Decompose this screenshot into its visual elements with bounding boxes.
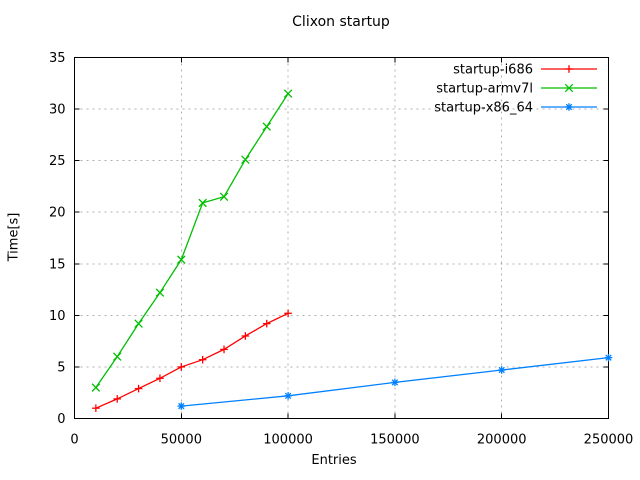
plus-marker bbox=[134, 384, 143, 393]
series-startup-x86_64 bbox=[177, 353, 613, 410]
legend: startup-i686 startup-armv7l startup-x86_64 bbox=[434, 63, 597, 116]
legend-entry-startup-i686: startup-i686 bbox=[453, 63, 597, 78]
y-tick-label: 0 bbox=[57, 412, 65, 427]
plot-border bbox=[74, 57, 609, 419]
plus-marker bbox=[262, 319, 271, 328]
y-tick-label: 20 bbox=[49, 206, 66, 221]
cross-marker bbox=[112, 352, 122, 361]
cross-marker bbox=[198, 198, 207, 208]
y-tick-label: 10 bbox=[49, 309, 66, 324]
plus-marker bbox=[565, 65, 573, 73]
plus-marker bbox=[92, 404, 100, 412]
gridlines bbox=[74, 57, 609, 419]
x-tick-label: 200000 bbox=[477, 433, 527, 448]
cross-marker bbox=[219, 192, 229, 202]
star-marker bbox=[391, 378, 399, 387]
plus-marker bbox=[113, 395, 122, 403]
x-tick-label: 50000 bbox=[161, 433, 202, 448]
legend-entry-startup-x86_64: startup-x86_64 bbox=[434, 101, 597, 116]
chart-title: Clixon startup bbox=[292, 14, 390, 30]
axes bbox=[74, 57, 609, 419]
cross-marker bbox=[262, 122, 271, 131]
y-tick-label: 5 bbox=[57, 360, 65, 375]
series-startup-i686 bbox=[92, 309, 292, 412]
star-marker bbox=[497, 366, 506, 374]
x-tick-label: 150000 bbox=[370, 433, 420, 448]
star-marker bbox=[284, 392, 292, 400]
cross-marker bbox=[177, 255, 186, 264]
cross-marker bbox=[155, 288, 165, 297]
cross-marker bbox=[241, 155, 250, 164]
x-tick-label: 100000 bbox=[263, 433, 313, 448]
y-tick-label: 30 bbox=[49, 103, 66, 118]
series-startup-armv7l bbox=[91, 89, 293, 392]
x-axis-label: Entries bbox=[311, 453, 357, 468]
y-tick-label: 15 bbox=[49, 257, 66, 272]
plus-marker bbox=[198, 355, 207, 364]
x-tick-label: 250000 bbox=[584, 433, 634, 448]
tick-labels: 0 50000 100000 150000 200000 250000 0 5 10 15 20 25… bbox=[49, 51, 633, 448]
y-tick-label: 25 bbox=[49, 154, 66, 169]
x-tick-label: 0 bbox=[70, 433, 78, 448]
plus-marker bbox=[241, 332, 250, 340]
series-line bbox=[95, 312, 289, 409]
legend-label: startup-armv7l bbox=[436, 82, 533, 97]
star-marker bbox=[604, 353, 613, 362]
plus-marker bbox=[220, 345, 228, 354]
legend-entry-startup-armv7l: startup-armv7l bbox=[436, 82, 597, 97]
plus-marker bbox=[284, 309, 292, 318]
star-marker bbox=[177, 402, 186, 410]
cross-marker bbox=[134, 319, 143, 328]
legend-label: startup-i686 bbox=[453, 63, 533, 78]
cross-marker bbox=[91, 383, 101, 392]
legend-label: startup-x86_64 bbox=[434, 101, 533, 116]
plus-marker bbox=[156, 374, 164, 383]
star-marker bbox=[565, 103, 573, 111]
cross-marker bbox=[283, 89, 293, 98]
series-line bbox=[95, 93, 289, 388]
y-tick-label: 35 bbox=[49, 51, 66, 66]
cross-marker bbox=[564, 83, 574, 93]
plus-marker bbox=[177, 363, 186, 371]
